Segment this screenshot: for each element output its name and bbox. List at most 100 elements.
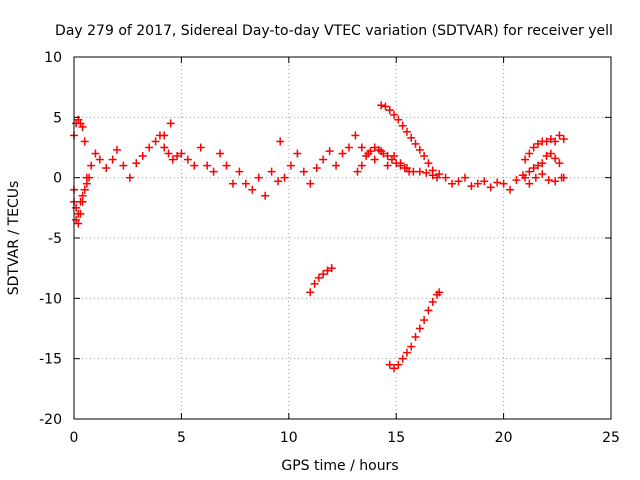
data-point: [293, 149, 302, 158]
grid-lines: [74, 57, 611, 419]
data-point: [267, 167, 276, 176]
data-point: [177, 149, 186, 158]
data-point: [473, 179, 482, 188]
data-point: [546, 149, 555, 158]
data-point: [398, 354, 407, 363]
data-point: [196, 143, 205, 152]
data-point: [428, 297, 437, 306]
data-point: [274, 177, 283, 186]
data-point: [415, 324, 424, 333]
data-point: [390, 364, 399, 373]
data-point: [467, 182, 476, 191]
data-point: [353, 167, 362, 176]
data-point: [362, 151, 371, 160]
data-point: [512, 176, 521, 185]
data-point: [280, 173, 289, 182]
data-point: [80, 137, 89, 146]
data-point: [454, 177, 463, 186]
data-point: [299, 167, 308, 176]
data-point: [422, 168, 431, 177]
data-point: [531, 173, 540, 182]
data-point: [405, 167, 414, 176]
data-point: [441, 173, 450, 182]
data-point: [209, 167, 218, 176]
data-point: [332, 161, 341, 170]
data-point: [276, 137, 285, 146]
x-tick-label: 20: [495, 430, 513, 446]
data-point: [370, 155, 379, 164]
y-axis-label: SDTVAR / TECUs: [6, 181, 22, 296]
data-point: [533, 161, 542, 170]
data-point: [319, 155, 328, 164]
data-point: [392, 159, 401, 168]
data-point: [248, 185, 257, 194]
data-point: [506, 185, 515, 194]
data-point: [323, 266, 332, 275]
data-point: [166, 119, 175, 128]
data-point: [132, 159, 141, 168]
data-point: [306, 288, 315, 297]
data-point: [108, 155, 117, 164]
data-point: [82, 179, 91, 188]
data-point: [310, 279, 319, 288]
data-point: [254, 173, 263, 182]
data-point: [551, 177, 560, 186]
data-point: [145, 143, 154, 152]
data-point: [306, 179, 315, 188]
x-tick-label: 25: [602, 430, 620, 446]
data-point: [74, 219, 83, 228]
data-point: [555, 159, 564, 168]
data-point: [286, 161, 295, 170]
data-point: [160, 131, 169, 140]
x-axis-label: GPS time / hours: [281, 458, 398, 474]
data-point: [173, 151, 182, 160]
data-point: [460, 173, 469, 182]
data-point: [390, 110, 399, 119]
x-tick-label: 10: [280, 430, 298, 446]
data-point: [383, 161, 392, 170]
data-point: [325, 147, 334, 156]
data-point: [375, 145, 384, 154]
data-point: [493, 178, 502, 187]
data-point: [377, 101, 386, 110]
data-point: [383, 151, 392, 160]
x-tick-label: 5: [177, 430, 186, 446]
data-point: [160, 143, 169, 152]
y-tick-label: -15: [39, 352, 62, 368]
data-point: [402, 127, 411, 136]
data-point: [385, 106, 394, 115]
data-point: [428, 166, 437, 175]
data-point: [379, 149, 388, 158]
data-point: [370, 143, 379, 152]
data-point: [338, 149, 347, 158]
axis-ticks: 0 5 10 15 20 25 -20 -15 -10 -5 0 5 10: [39, 50, 620, 446]
data-point: [119, 161, 128, 170]
data-point: [499, 179, 508, 188]
data-point: [190, 161, 199, 170]
data-point: [312, 164, 321, 173]
data-point: [411, 332, 420, 341]
data-point: [538, 159, 547, 168]
data-point: [76, 197, 85, 206]
data-point: [168, 155, 177, 164]
data-point: [366, 147, 375, 156]
y-tick-label: -5: [48, 231, 62, 247]
data-point: [261, 191, 270, 200]
data-point: [538, 170, 547, 179]
data-point: [448, 179, 457, 188]
data-point: [521, 155, 530, 164]
y-tick-label: -20: [39, 412, 62, 428]
data-point: [80, 185, 89, 194]
data-point: [525, 179, 534, 188]
y-tick-label: 0: [53, 171, 62, 187]
y-tick-label: -10: [39, 291, 62, 307]
data-point: [314, 273, 323, 282]
data-point: [72, 203, 81, 212]
data-point: [183, 155, 192, 164]
data-point: [551, 137, 560, 146]
data-point: [387, 155, 396, 164]
data-point: [78, 191, 87, 200]
data-point: [381, 102, 390, 111]
data-point: [542, 151, 551, 160]
